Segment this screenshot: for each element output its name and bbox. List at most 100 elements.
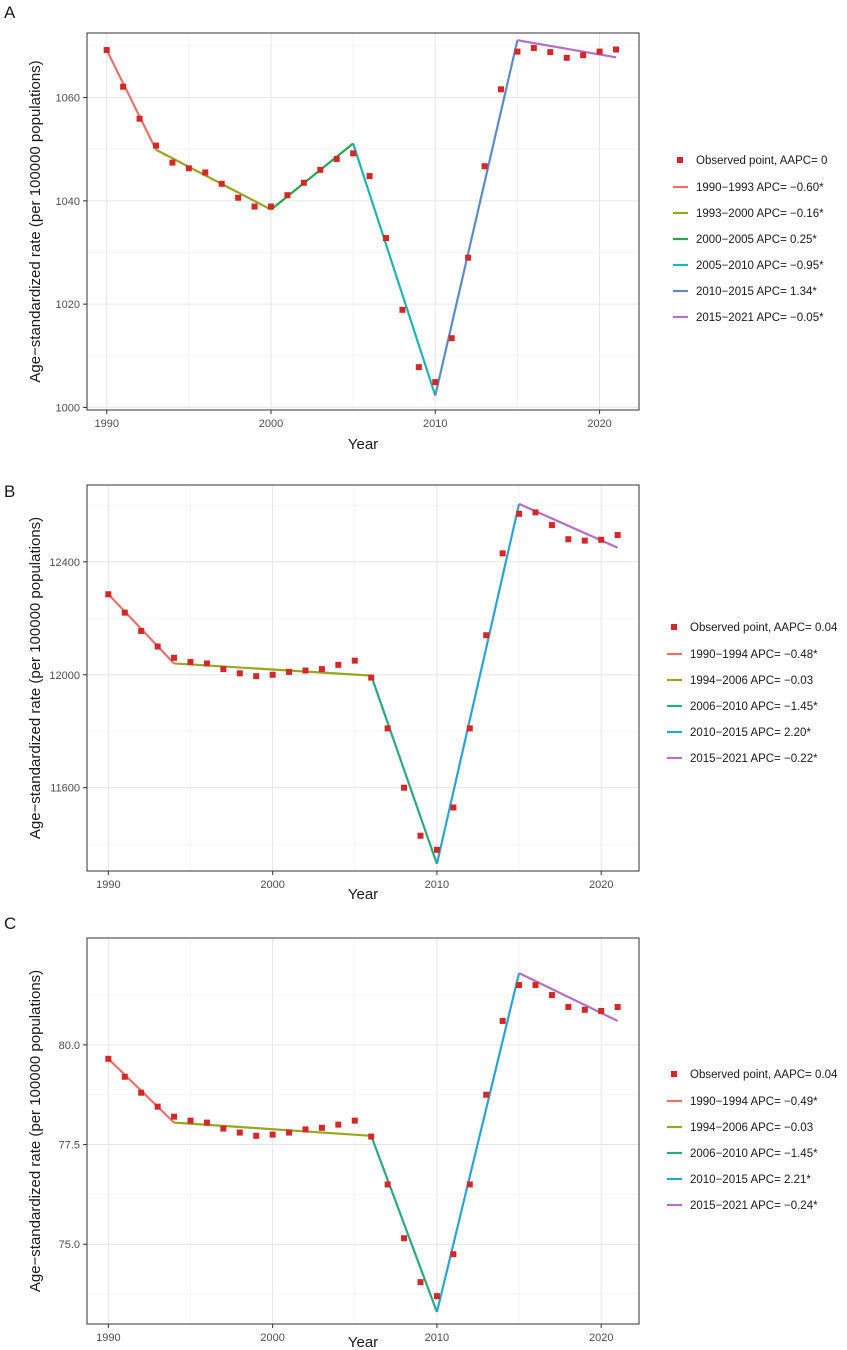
plot-background (87, 938, 639, 1324)
x-axis-title: Year (348, 886, 378, 903)
observed-point (203, 660, 210, 667)
observed-point (187, 1117, 194, 1124)
observed-point (366, 173, 373, 180)
segment-line-3 (370, 1135, 438, 1313)
observed-point (318, 666, 325, 673)
observed-point (548, 522, 555, 529)
observed-point (169, 159, 176, 166)
x-tick-label: 2010 (423, 418, 447, 430)
observed-point (614, 531, 621, 538)
observed-point (220, 1125, 227, 1132)
observed-point (433, 846, 440, 853)
observed-point (598, 536, 605, 543)
observed-point (465, 254, 472, 261)
legend-label-segment: 2005−2010 APC= −0.95* (696, 260, 824, 272)
observed-point (614, 1003, 621, 1010)
observed-point (351, 1117, 358, 1124)
observed-point (548, 992, 555, 999)
legend-key-observed (671, 1071, 677, 1077)
observed-point (154, 643, 161, 650)
legend-label-segment: 1994−2006 APC= −0.03 (690, 675, 813, 687)
observed-point (105, 591, 112, 598)
legend-label-segment: 1994−2006 APC= −0.03 (690, 1122, 813, 1134)
observed-point (384, 725, 391, 732)
plot-background (87, 485, 639, 871)
observed-point (483, 1091, 490, 1098)
observed-point (268, 203, 274, 210)
observed-point (596, 48, 603, 55)
observed-point (401, 784, 408, 791)
legend: Observed point, AAPC= 0.04 1990−1994 APC=… (667, 622, 838, 765)
y-tick-label: 1040 (56, 196, 80, 208)
observed-point (532, 982, 539, 989)
observed-point (514, 48, 521, 55)
legend-label-segment: 1990−1994 APC= −0.49* (690, 1096, 818, 1108)
x-tick-label: 2010 (425, 1332, 449, 1344)
observed-point (121, 609, 128, 616)
observed-point (516, 982, 523, 989)
observed-point (417, 832, 424, 839)
legend-label-segment: 2010−2015 APC= 2.21* (690, 1174, 811, 1186)
y-tick-label: 1020 (56, 299, 80, 311)
y-axis-title: Age−standardized rate (per 100000 popula… (27, 517, 44, 839)
plot-border (86, 484, 640, 872)
y-tick-label: 12400 (49, 557, 80, 569)
x-tick-label: 1990 (96, 879, 120, 891)
observed-point (153, 142, 159, 149)
x-tick-label: 2000 (260, 879, 284, 891)
legend-label-observed: Observed point, AAPC= 0 (696, 155, 827, 167)
observed-point (613, 46, 619, 53)
y-tick-label: 12000 (49, 670, 80, 682)
legend-label-segment: 2015−2021 APC= −0.22* (690, 753, 818, 765)
x-tick-label: 2010 (425, 879, 449, 891)
observed-point (286, 668, 293, 675)
y-axis-title: Age−standardized rate (per 100000 popula… (27, 970, 44, 1292)
plot-border (86, 32, 640, 411)
plot-background (87, 33, 639, 410)
observed-point (187, 659, 194, 666)
observed-point (516, 510, 523, 517)
legend-label-segment: 2010−2015 APC= 2.20* (690, 727, 811, 739)
legend-label-observed: Observed point, AAPC= 0.04 (690, 622, 838, 634)
legend-label-segment: 2000−2005 APC= 0.25* (696, 234, 817, 246)
legend: Observed point, AAPC= 0 1990−1993 APC= −0… (673, 155, 827, 324)
x-axis-title: Year (348, 436, 378, 453)
legend-label-segment: 2010−2015 APC= 1.34* (696, 286, 817, 298)
data-layer (103, 39, 619, 396)
observed-point (318, 1124, 325, 1131)
observed-point (383, 235, 389, 242)
observed-point (368, 1133, 375, 1140)
x-tick-label: 2000 (260, 1332, 284, 1344)
observed-point (120, 83, 127, 90)
y-tick-label: 1060 (56, 93, 80, 105)
observed-point (220, 666, 227, 673)
observed-point (253, 673, 260, 680)
observed-point (105, 1055, 112, 1062)
observed-point (433, 1293, 440, 1300)
observed-point (171, 654, 178, 661)
observed-point (202, 169, 209, 176)
observed-point (251, 203, 258, 210)
segment-line-4 (435, 503, 521, 865)
observed-point (498, 86, 504, 93)
observed-point (466, 725, 473, 732)
segment-line-4 (352, 143, 437, 396)
legend-label-segment: 2015−2021 APC= −0.24* (690, 1200, 818, 1212)
observed-point (580, 52, 587, 59)
x-tick-label: 2020 (587, 418, 611, 430)
x-tick-label: 1990 (94, 418, 118, 430)
data-layer (105, 502, 621, 865)
panel-b: B 1990 2000 2010 2020 11600 12000 12400 Year Age−… (4, 482, 838, 903)
observed-point (401, 1235, 408, 1242)
observed-point (368, 674, 375, 681)
legend-label-segment: 2015−2021 APC= −0.05* (696, 312, 824, 324)
x-tick-label: 1990 (96, 1332, 120, 1344)
segment-line-3 (270, 142, 354, 211)
plot-border (86, 937, 640, 1325)
legend: Observed point, AAPC= 0.04 1990−1994 APC=… (667, 1069, 838, 1212)
observed-point (432, 379, 439, 386)
observed-point (136, 115, 143, 122)
panel-letter: C (4, 914, 16, 933)
observed-point (350, 150, 357, 157)
